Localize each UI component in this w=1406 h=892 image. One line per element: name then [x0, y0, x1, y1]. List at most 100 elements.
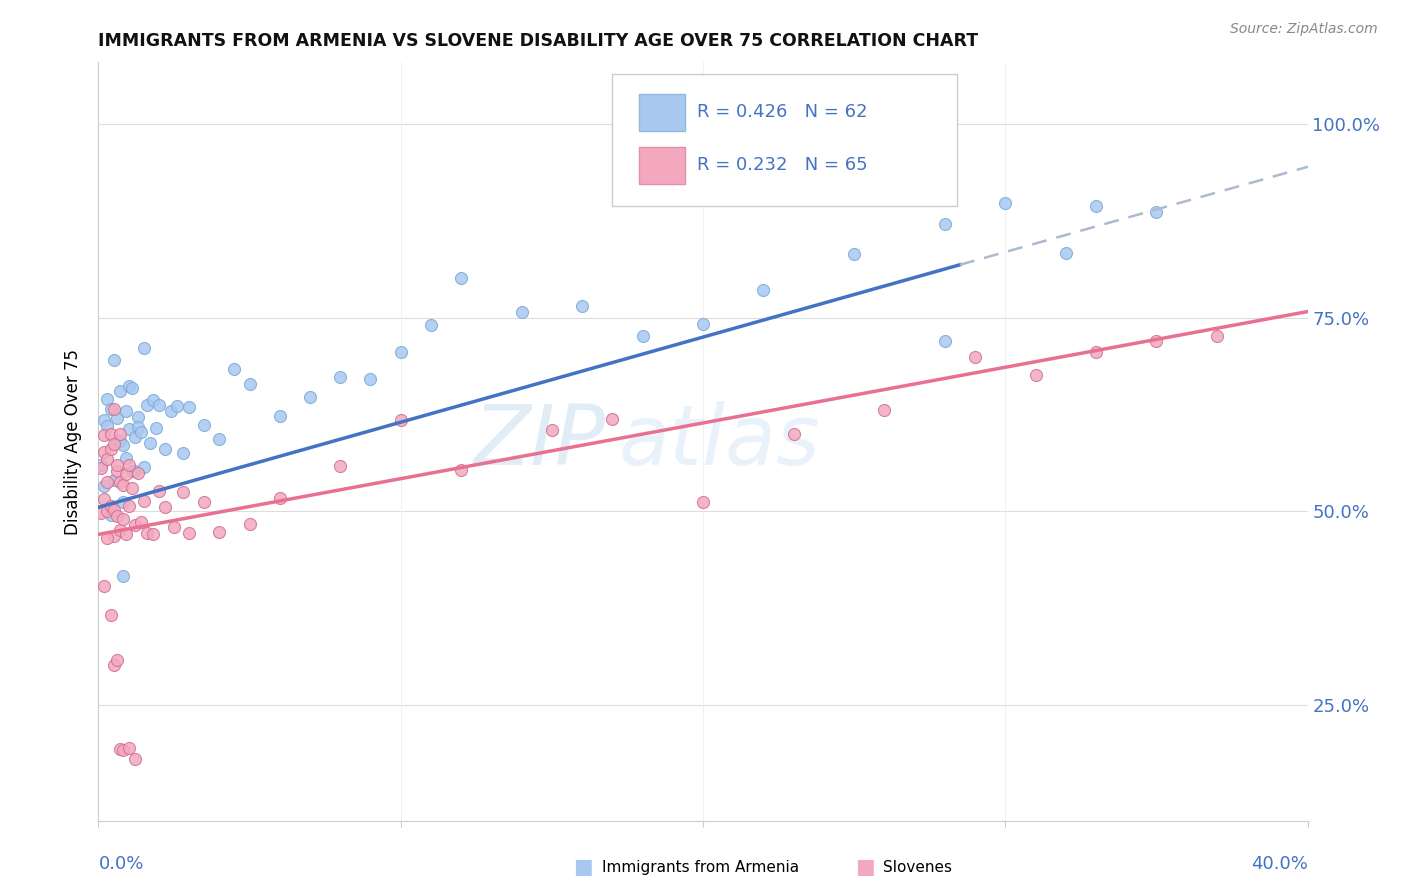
Point	[127, 419, 149, 434]
Bar	[638, 147, 685, 184]
Point	[129, 515, 152, 529]
Point	[239, 516, 262, 531]
Point	[329, 369, 352, 384]
FancyBboxPatch shape	[613, 74, 957, 207]
Point	[96, 392, 118, 406]
Point	[450, 271, 472, 285]
Point	[118, 741, 141, 756]
Point	[299, 390, 322, 404]
Point	[224, 362, 246, 376]
Text: R = 0.426   N = 62: R = 0.426 N = 62	[697, 103, 868, 120]
Point	[111, 478, 134, 492]
Point	[105, 410, 128, 425]
Text: ■: ■	[855, 857, 875, 877]
Point	[100, 499, 122, 513]
Point	[103, 503, 125, 517]
Text: ZIP: ZIP	[474, 401, 606, 482]
Point	[450, 463, 472, 477]
Text: Slovenes: Slovenes	[883, 860, 952, 874]
Point	[420, 318, 443, 332]
Point	[114, 527, 136, 541]
Point	[121, 464, 143, 478]
Text: 40.0%: 40.0%	[1251, 855, 1308, 872]
Point	[105, 464, 128, 478]
Point	[269, 409, 291, 423]
Point	[114, 450, 136, 465]
Point	[153, 500, 176, 515]
Point	[103, 353, 125, 368]
Point	[1144, 205, 1167, 219]
Point	[208, 524, 231, 539]
Text: IMMIGRANTS FROM ARMENIA VS SLOVENE DISABILITY AGE OVER 75 CORRELATION CHART: IMMIGRANTS FROM ARMENIA VS SLOVENE DISAB…	[98, 32, 979, 50]
Point	[139, 436, 162, 450]
Point	[193, 495, 215, 509]
Point	[153, 442, 176, 457]
Point	[103, 473, 125, 487]
Point	[132, 342, 155, 356]
Point	[631, 329, 654, 343]
Point	[111, 569, 134, 583]
Point	[121, 381, 143, 395]
Point	[114, 404, 136, 418]
Point	[844, 247, 866, 261]
Point	[127, 410, 149, 425]
Point	[100, 427, 122, 442]
Point	[389, 413, 412, 427]
Point	[208, 432, 231, 446]
Point	[163, 519, 186, 533]
Y-axis label: Disability Age Over 75: Disability Age Over 75	[65, 349, 83, 534]
Point	[145, 420, 167, 434]
Point	[389, 345, 412, 359]
Point	[127, 466, 149, 480]
Point	[90, 458, 112, 472]
Point	[1024, 368, 1046, 382]
Point	[142, 526, 165, 541]
Point	[108, 475, 131, 490]
Point	[103, 437, 125, 451]
Point	[160, 404, 183, 418]
Point	[100, 508, 122, 522]
Point	[105, 458, 128, 472]
Text: atlas: atlas	[619, 401, 820, 482]
Text: 0.0%: 0.0%	[98, 855, 143, 872]
Point	[111, 742, 134, 756]
Point	[1144, 334, 1167, 349]
Point	[135, 398, 157, 412]
Point	[193, 418, 215, 433]
Point	[934, 334, 956, 349]
Point	[100, 442, 122, 456]
Point	[93, 491, 115, 506]
Point	[329, 459, 352, 474]
Point	[965, 350, 987, 364]
Point	[692, 495, 714, 509]
Point	[135, 525, 157, 540]
Point	[108, 384, 131, 399]
Point	[239, 376, 262, 391]
Point	[96, 452, 118, 467]
Point	[114, 467, 136, 481]
Point	[105, 653, 128, 667]
Point	[118, 458, 141, 473]
Text: Immigrants from Armenia: Immigrants from Armenia	[602, 860, 799, 874]
Point	[783, 427, 806, 442]
Point	[103, 529, 125, 543]
Point	[96, 418, 118, 433]
Point	[692, 317, 714, 331]
Point	[100, 402, 122, 417]
Point	[142, 392, 165, 407]
Point	[1206, 328, 1229, 343]
Point	[172, 446, 194, 460]
Point	[540, 423, 562, 437]
Point	[105, 508, 128, 523]
Point	[118, 499, 141, 513]
Text: Source: ZipAtlas.com: Source: ZipAtlas.com	[1230, 22, 1378, 37]
Point	[269, 491, 291, 506]
Point	[148, 398, 170, 412]
Point	[96, 504, 118, 518]
Point	[108, 427, 131, 442]
Point	[1085, 344, 1108, 359]
Point	[1085, 199, 1108, 213]
Point	[111, 495, 134, 509]
Point	[90, 506, 112, 520]
Point	[93, 444, 115, 458]
